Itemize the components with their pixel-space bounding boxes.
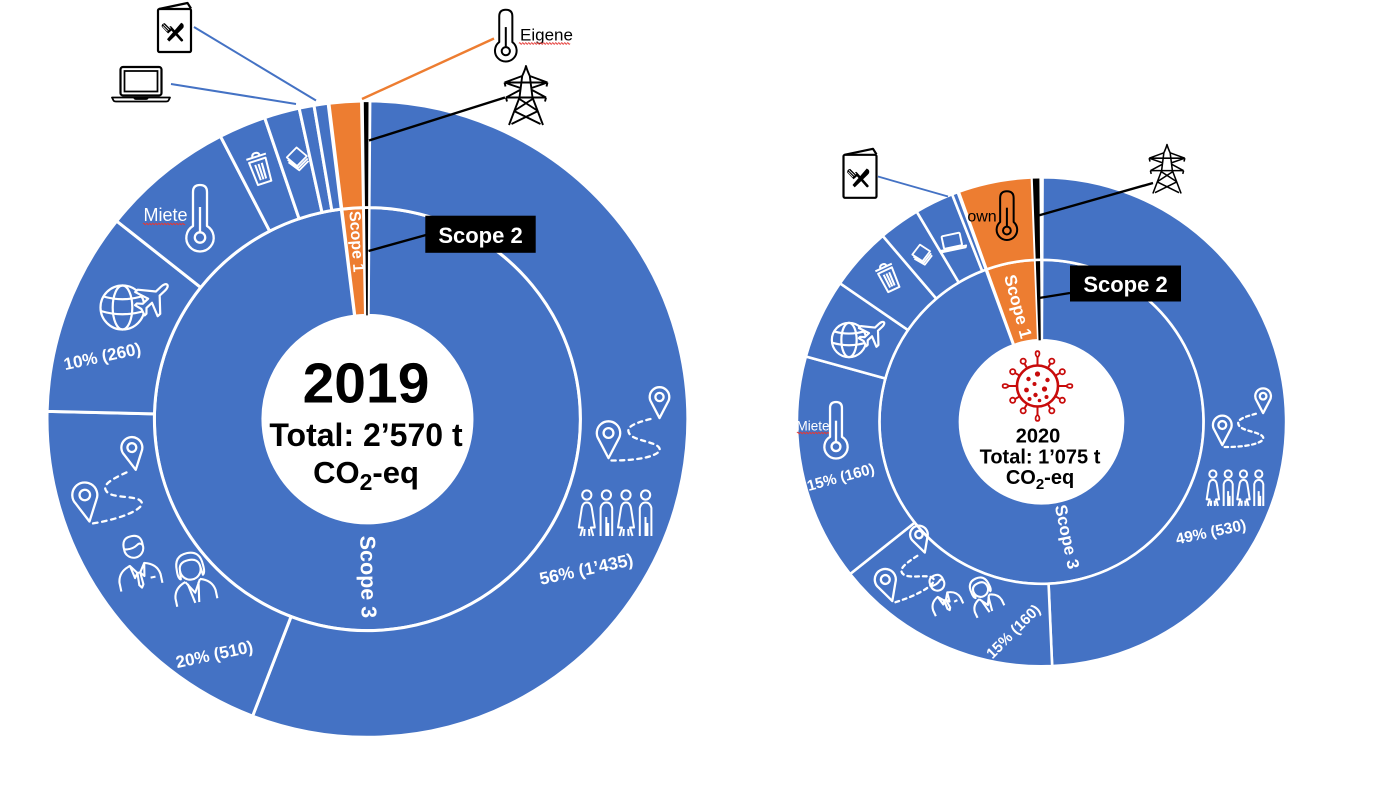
svg-text:Miete: Miete [796, 419, 829, 434]
svg-text:Miete: Miete [143, 205, 187, 225]
svg-text:Scope 3: Scope 3 [355, 535, 380, 618]
svg-text:CO2-eq: CO2-eq [1006, 467, 1074, 493]
svg-text:Total: 2’570 t: Total: 2’570 t [269, 417, 463, 453]
svg-text:Scope 2: Scope 2 [438, 223, 522, 248]
svg-text:Scope 1: Scope 1 [345, 210, 366, 272]
svg-text:2020: 2020 [1016, 426, 1061, 448]
svg-text:Eigene: Eigene [520, 26, 573, 45]
svg-text:2019: 2019 [303, 352, 430, 416]
svg-text:Scope 2: Scope 2 [1083, 272, 1167, 297]
svg-text:CO2-eq: CO2-eq [313, 455, 419, 495]
svg-text:own: own [967, 209, 996, 226]
svg-text:Total: 1’075 t: Total: 1’075 t [980, 447, 1101, 469]
